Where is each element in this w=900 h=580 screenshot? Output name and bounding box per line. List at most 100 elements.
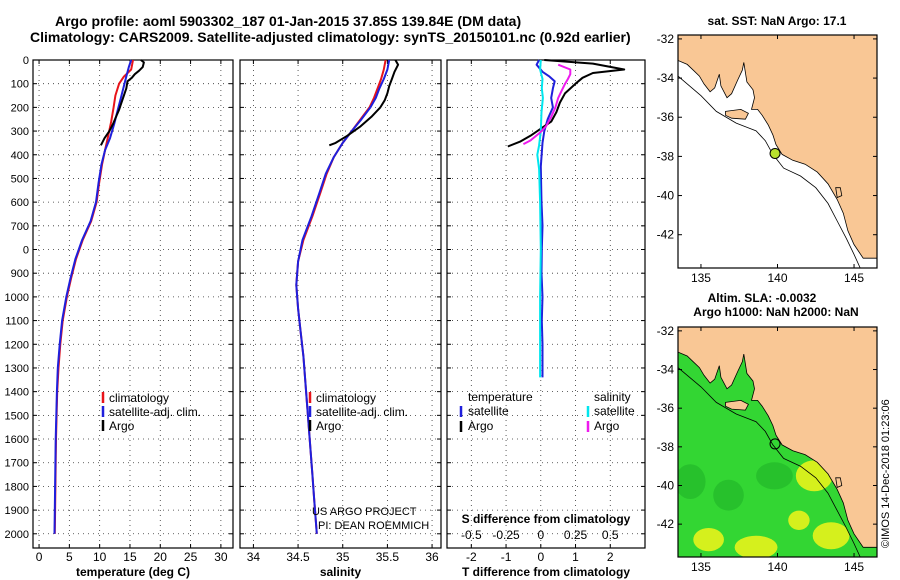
y-tick-label: 900 — [11, 268, 29, 280]
y-tick-label: 1400 — [5, 387, 29, 399]
map-y-tick-label: -38 — [657, 149, 675, 163]
map-content — [678, 327, 877, 557]
y-tick-label: 1700 — [5, 458, 29, 470]
land-mass — [678, 327, 877, 548]
sla-anomaly-blob — [678, 464, 706, 500]
map-x-tick-label: 140 — [767, 271, 787, 285]
legend-label: satellite-adj. clim. — [109, 405, 201, 419]
map-y-tick-label: -32 — [657, 324, 675, 338]
legend-label: Argo — [316, 419, 342, 433]
map-y-tick-label: -34 — [657, 363, 675, 377]
x-axis-label: salinity — [320, 565, 362, 579]
series-line-black — [100, 59, 145, 146]
difference-panel: -2 -1 0 1 2T difference from climatology temp… — [446, 59, 646, 579]
map-content — [678, 35, 877, 268]
figure-title-line2: Climatology: CARS2009. Satellite-adjuste… — [30, 29, 631, 45]
legend-label: satellite — [468, 404, 509, 418]
legend-label: temperature — [468, 390, 533, 404]
x-tick-label: 35.5 — [376, 550, 400, 564]
secondary-x-tick-label: 0.5 — [602, 528, 619, 542]
series-line-black — [328, 59, 400, 147]
panel-frame — [239, 59, 442, 549]
sla-map-panel: 135 140 145 -32 -34 -36 -38 -40 -42 Altim. SLA: -… — [657, 291, 878, 574]
map-y-tick-label: -40 — [657, 478, 675, 492]
map-y-tick-label: -42 — [657, 228, 675, 242]
secondary-x-tick-label: -0.25 — [492, 528, 520, 542]
x-tick-label: 10 — [93, 550, 107, 564]
y-tick-label: 0 — [23, 245, 29, 257]
map-x-tick-label: 135 — [691, 271, 711, 285]
y-tick-label: 400 — [11, 150, 29, 162]
sla-anomaly-blob — [734, 535, 778, 557]
imos-credit: ©IMOS 14-Dec-2018 01:23:06 — [880, 399, 892, 548]
map-y-tick-label: -38 — [657, 440, 675, 454]
legend-label: satellite — [594, 404, 635, 418]
sla-map-title-line2: Argo h1000: NaN h2000: NaN — [693, 305, 858, 319]
argo-float-marker — [769, 147, 781, 159]
x-tick-label: 35 — [336, 550, 350, 564]
y-tick-label: 1300 — [5, 363, 29, 375]
y-tick-label: 600 — [11, 197, 29, 209]
y-tick-label: 1500 — [5, 410, 29, 422]
y-tick-label: 100 — [11, 79, 29, 91]
temperature-panel: 0 5 10 15 20 25 300100200300400500600700090010… — [5, 55, 234, 579]
sla-anomaly-blob — [693, 528, 724, 552]
legend-label: satellite-adj. clim. — [316, 405, 408, 419]
map-y-tick-label: -42 — [657, 517, 675, 531]
secondary-x-tick-label: 0.25 — [564, 528, 588, 542]
sst-map-title: sat. SST: NaN Argo: 17.1 — [708, 14, 847, 28]
x-axis-label: T difference from climatology — [462, 565, 630, 579]
x-tick-label: -1 — [501, 550, 512, 564]
y-tick-label: 700 — [11, 221, 29, 233]
map-x-tick-label: 145 — [844, 271, 864, 285]
panel-frame — [446, 59, 646, 549]
y-tick-label: 500 — [11, 173, 29, 185]
legend-label: climatology — [316, 391, 376, 405]
sla-anomaly-blob — [756, 462, 793, 490]
pi-annotation: PI: DEAN ROEMMICH — [318, 520, 429, 532]
x-tick-label: 20 — [154, 550, 168, 564]
x-tick-label: 25 — [184, 550, 198, 564]
map-y-tick-label: -40 — [657, 189, 675, 203]
x-tick-label: 15 — [123, 550, 137, 564]
series-line-blue — [535, 59, 556, 378]
map-x-tick-label: 140 — [767, 560, 787, 574]
king-island — [835, 477, 843, 488]
map-y-tick-label: -36 — [657, 401, 675, 415]
y-tick-label: 2000 — [5, 529, 29, 541]
secondary-x-tick-label: -0.5 — [461, 528, 482, 542]
sla-map-title-line1: Altim. SLA: -0.0032 — [708, 291, 817, 305]
x-tick-label: 5 — [66, 550, 73, 564]
map-x-tick-label: 145 — [844, 560, 864, 574]
legend-label: climatology — [109, 391, 169, 405]
secondary-x-tick-label: 0 — [537, 528, 544, 542]
legend-label: Argo — [109, 419, 135, 433]
sla-anomaly-blob — [812, 522, 850, 550]
project-annotation: US ARGO PROJECT — [312, 506, 417, 518]
x-tick-label: 36 — [425, 550, 439, 564]
shelf-contour — [678, 367, 861, 557]
panel-frame — [32, 59, 234, 549]
figure-title-line1: Argo profile: aoml 5903302_187 01-Jan-20… — [55, 13, 522, 29]
series-line-blue — [53, 59, 133, 534]
x-axis-label: temperature (deg C) — [76, 565, 190, 579]
x-tick-label: 0 — [36, 550, 43, 564]
sla-anomaly-blob — [713, 479, 744, 511]
x-tick-label: 34 — [247, 550, 261, 564]
legend-label: Argo — [468, 419, 494, 433]
secondary-x-axis-label: S difference from climatology — [462, 512, 631, 526]
x-tick-label: 2 — [607, 550, 614, 564]
salinity-panel: 34 34.5 35 35.5 36 salinity climatologysatelli… — [239, 59, 442, 579]
shelf-contour — [678, 75, 861, 268]
y-tick-label: 1200 — [5, 339, 29, 351]
map-y-tick-label: -36 — [657, 110, 675, 124]
x-tick-label: 30 — [214, 550, 228, 564]
map-y-tick-label: -34 — [657, 71, 675, 85]
y-tick-label: 200 — [11, 102, 29, 114]
legend-label: salinity — [594, 390, 631, 404]
sla-anomaly-blob — [788, 510, 810, 530]
king-island — [835, 187, 843, 199]
map-y-tick-label: -32 — [657, 32, 675, 46]
